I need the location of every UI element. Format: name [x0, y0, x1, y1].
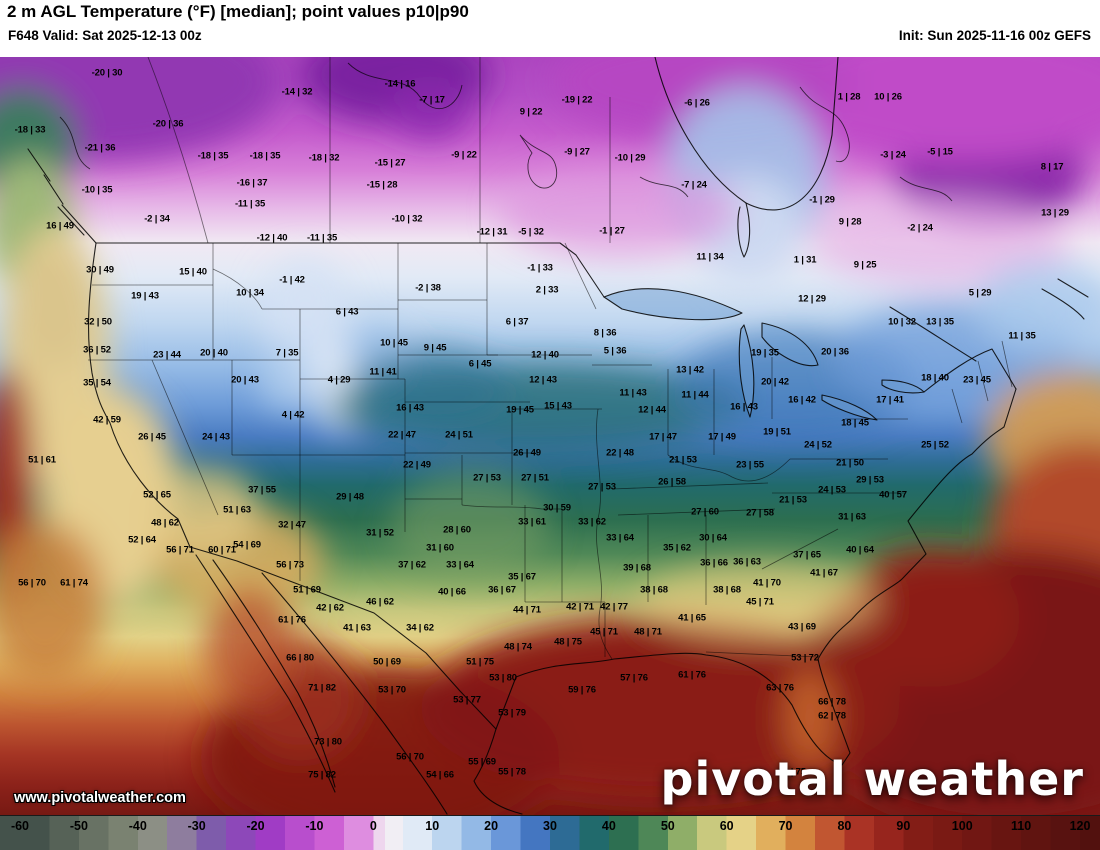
- colorbar-tick: 100: [951, 819, 973, 833]
- colorbar-tick: 40: [601, 819, 616, 833]
- colorbar-tick: -60: [10, 819, 30, 833]
- colorbar-tick: 10: [425, 819, 440, 833]
- header: 2 m AGL Temperature (°F) [median]; point…: [0, 0, 1100, 57]
- colorbar-tick: 20: [484, 819, 499, 833]
- colorbar-tick: 110: [1011, 819, 1032, 833]
- coastlines: [27, 57, 1089, 815]
- colorbar-tick: 70: [778, 819, 793, 833]
- colorbar-tick: -10: [305, 819, 324, 833]
- page-title: 2 m AGL Temperature (°F) [median]; point…: [7, 2, 469, 21]
- state-borders: [88, 242, 1013, 660]
- province-borders: [147, 57, 611, 244]
- map-canvas[interactable]: [0, 57, 1100, 815]
- colorbar-gradient: [0, 816, 1100, 850]
- colorbar-tick: 50: [660, 819, 675, 833]
- colorbar-tick: 120: [1069, 819, 1091, 833]
- temperature-field: [0, 57, 1100, 815]
- colorbar-tick: 80: [837, 819, 852, 833]
- brand-word-weather: weather: [863, 752, 1084, 806]
- colorbar-tick: -50: [69, 819, 88, 833]
- brand-word-pivotal: pivotal: [660, 752, 847, 806]
- colorbar-tick: 90: [896, 819, 911, 833]
- contour-lines: [59, 62, 953, 202]
- brand-watermark: pivotal weather: [661, 752, 1084, 806]
- colorbar-ticks: -60 -50 -40 -30 -20 -10 0 10 20 30 40 50 60 70 80 90 100…: [0, 816, 1100, 850]
- colorbar-tick: 0: [369, 819, 377, 833]
- valid-time-label: F648 Valid: Sat 2025-12-13 00z: [8, 28, 202, 43]
- watermark-url: www.pivotalweather.com: [14, 790, 186, 806]
- temperature-blobs: [0, 57, 1100, 815]
- colorbar-tick: -30: [187, 819, 206, 833]
- colorbar-tick: 30: [543, 819, 557, 833]
- colorbar-tick: -40: [128, 819, 147, 833]
- colorbar: -60 -50 -40 -30 -20 -10 0 10 20 30 40 50 60 70 80 90 100…: [0, 815, 1100, 850]
- init-time-label: Init: Sun 2025-11-16 00z GEFS: [898, 28, 1091, 43]
- colorbar-tick: 60: [719, 819, 734, 833]
- colorbar-tick: -20: [246, 819, 265, 833]
